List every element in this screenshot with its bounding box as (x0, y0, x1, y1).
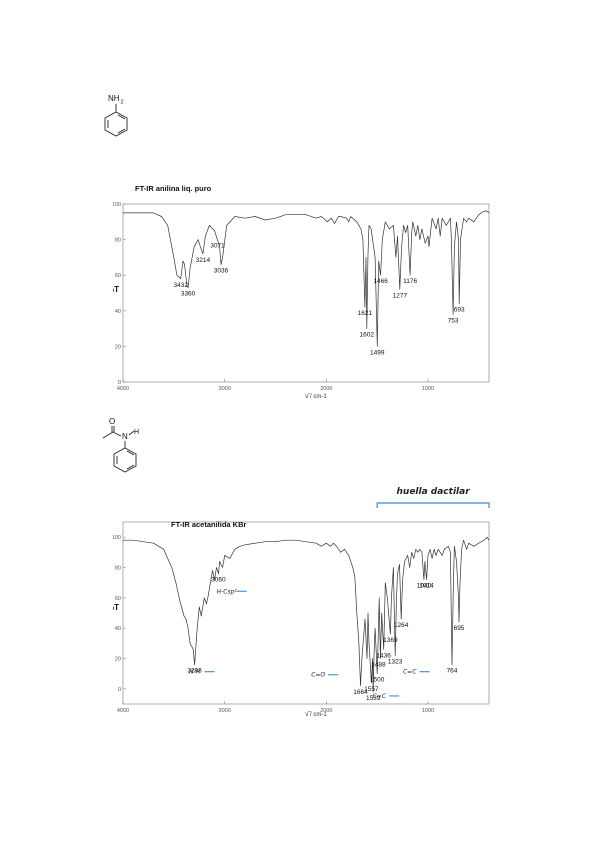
peak-label: 1040 (417, 583, 432, 590)
peak-label: 1176 (403, 278, 417, 285)
y-tick-label: 20 (115, 344, 121, 350)
peak-label: 1014 (419, 583, 434, 590)
peak-label: 1602 (360, 332, 375, 339)
peak-label: 3360 (181, 291, 196, 298)
band-annotation: C=C (372, 693, 386, 700)
y-tick-label: 100 (113, 202, 121, 208)
peak-label: 764 (447, 668, 458, 675)
x-axis-label: ν̃ / cm-1 (305, 394, 327, 400)
peak-label: 1436 (376, 652, 391, 659)
x-tick-label: 4000 (117, 708, 129, 714)
chart-title: FT-IR anilina liq. puro (135, 184, 212, 193)
aniline-nh-label: NH (108, 94, 120, 103)
x-tick-label: 1000 (422, 386, 434, 392)
peak-label: 3060 (211, 577, 226, 584)
peak-label: 3432 (174, 282, 189, 289)
x-tick-label: 4000 (117, 386, 129, 392)
peak-label: 693 (454, 307, 465, 314)
band-annotation: C=O (311, 672, 325, 679)
y-axis-label: %T (113, 603, 119, 612)
aniline-ir-spectrum: FT-IR anilina liq. puro %T ν̃ / cm-1 0 20 40 6… (107, 180, 499, 404)
peak-label: 1323 (388, 658, 403, 665)
acetanilide-ring: O N H (102, 417, 139, 473)
peak-label: 1488 (371, 662, 386, 669)
y-tick-label: 40 (115, 626, 121, 632)
acetanilide-n-label: N (122, 432, 128, 441)
acetanilide-h-label: H (134, 429, 139, 436)
band-annotation: N-H (189, 669, 201, 676)
band-annotation: C=C (403, 669, 417, 676)
aniline-nh-subscript: 2 (121, 100, 124, 106)
y-tick-label: 60 (115, 596, 121, 602)
plot-frame (122, 203, 490, 383)
aniline-structure: NH 2 (96, 92, 140, 148)
acetanilide-structure: O N H (98, 412, 158, 484)
spectrum-line (123, 536, 490, 693)
peak-label: 1500 (370, 677, 385, 684)
y-axis-label: %T (113, 285, 119, 294)
peak-label: 1369 (383, 637, 398, 644)
spectrum-line (123, 210, 490, 347)
acetanilide-ir-svg: FT-IR acetanilida KBr %T ν̃ / cm-1 0 20 40 60 8… (107, 487, 490, 718)
fingerprint-label: huella dactilar (397, 487, 471, 497)
peak-label: 695 (454, 625, 465, 632)
chart-title: FT-IR acetanilida KBr (171, 520, 247, 529)
x-tick-label: 2000 (320, 708, 332, 714)
plot-frame (122, 521, 490, 705)
peak-label: 3298 (187, 668, 202, 675)
peak-label: 1499 (370, 349, 385, 356)
y-tick-label: 20 (115, 657, 121, 663)
x-tick-label: 2000 (320, 386, 332, 392)
x-tick-label: 3000 (219, 708, 231, 714)
aniline-ring: NH 2 (104, 94, 128, 137)
x-tick-label: 1000 (422, 708, 434, 714)
y-tick-label: 0 (118, 380, 121, 386)
y-tick-label: 80 (115, 566, 121, 572)
peak-label: 1621 (358, 310, 373, 317)
band-annotation: H-Csp² (217, 588, 238, 595)
peak-label: 1664 (353, 689, 368, 696)
peak-label: 1264 (394, 622, 409, 629)
y-tick-label: 80 (115, 238, 121, 244)
fingerprint-bracket (376, 502, 490, 508)
peak-label: 1557 (364, 686, 379, 693)
acetanilide-o-label: O (109, 417, 115, 426)
peak-label: 1466 (373, 278, 388, 285)
peak-label: 3036 (214, 268, 229, 275)
x-axis-label: ν̃ / cm-1 (305, 712, 327, 718)
y-tick-label: 40 (115, 309, 121, 315)
peak-label: 1277 (393, 292, 408, 299)
peak-label: 1539 (366, 695, 381, 702)
y-tick-label: 60 (115, 273, 121, 279)
peak-label: 3214 (196, 257, 211, 264)
y-tick-label: 0 (118, 687, 121, 693)
aniline-ir-svg: FT-IR anilina liq. puro %T ν̃ / cm-1 0 20 40 6… (107, 184, 490, 400)
y-tick-label: 100 (113, 535, 121, 541)
peak-label: 3071 (210, 243, 225, 250)
acetanilide-ir-spectrum: FT-IR acetanilida KBr %T ν̃ / cm-1 0 20 40 60 8… (107, 480, 499, 720)
peak-label: 753 (448, 317, 459, 324)
x-tick-label: 3000 (219, 386, 231, 392)
